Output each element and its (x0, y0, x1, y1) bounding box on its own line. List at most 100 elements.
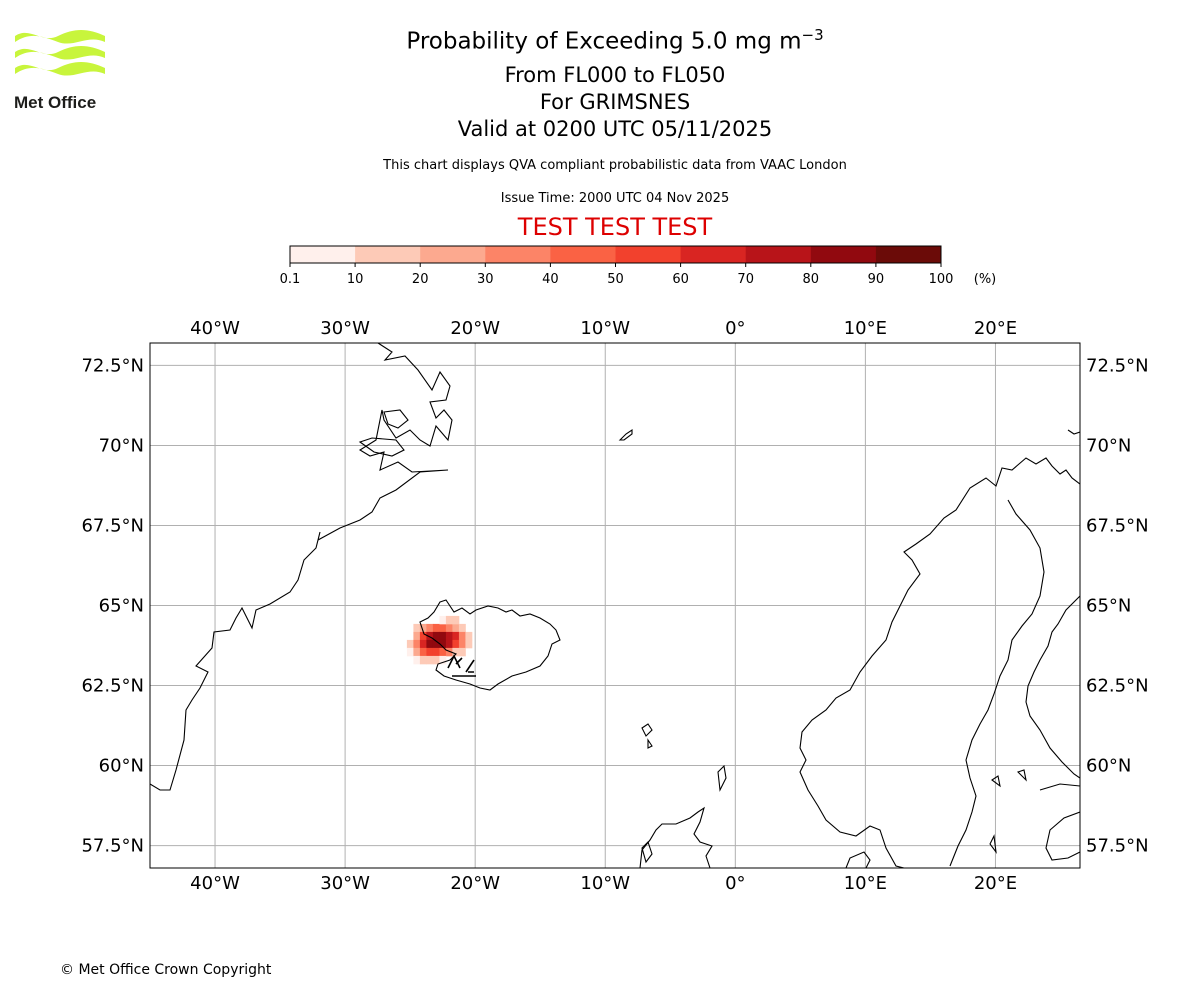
probability-cell (432, 623, 440, 633)
probability-cell (445, 639, 453, 649)
probability-cell (419, 647, 427, 657)
coastlines (150, 343, 1080, 868)
colorbar-unit-label: (%) (974, 272, 997, 287)
lat-label-right: 67.5°N (1086, 515, 1149, 536)
coastline-svalbard-edge (1067, 429, 1080, 435)
coastline-greenland (150, 343, 453, 791)
probability-cell (413, 623, 421, 633)
colorbar-segment (485, 246, 551, 263)
lon-label-top: 30°W (320, 318, 370, 339)
probability-cell (426, 639, 434, 649)
probability-cell (445, 631, 453, 641)
colorbar-segment (875, 246, 942, 263)
probability-cell (432, 655, 440, 665)
coastline-greenland-fjord (383, 409, 409, 429)
probability-cell (445, 647, 453, 657)
lat-label-left: 60°N (99, 756, 144, 777)
title-unit-exponent: −3 (801, 26, 824, 44)
colorbar-legend: 0.1 10 20 30 40 50 60 70 80 90 100 (%) (280, 245, 997, 287)
title-volcano: For GRIMSNES (539, 90, 691, 114)
lon-label-bottom: 10°W (580, 873, 630, 894)
lon-label-top: 40°W (190, 318, 240, 339)
coastline-shetland (717, 764, 727, 792)
coastline-scotland (639, 806, 713, 868)
colorbar-segment (615, 246, 682, 263)
colorbar-segment (290, 246, 356, 263)
lat-label-right: 70°N (1086, 435, 1131, 456)
lon-label-bottom: 10°E (844, 873, 887, 894)
met-office-logo-waves-icon: Met Office (14, 30, 105, 112)
colorbar-tick-label: 60 (672, 272, 689, 287)
coastline-scandinavia (799, 457, 1080, 868)
volcano-marker-icon (447, 654, 476, 677)
colorbar-segment (420, 246, 486, 263)
probability-cell (452, 631, 460, 641)
probability-cell (426, 623, 434, 633)
probability-cell (445, 615, 453, 625)
lat-label-right: 65°N (1086, 596, 1131, 617)
probability-cell (419, 623, 427, 633)
title-main: Probability of Exceeding 5.0 mg m (406, 28, 802, 55)
colorbar-tick-label: 40 (542, 272, 559, 287)
colorbar-segment (550, 246, 616, 263)
probability-cell (439, 623, 447, 633)
probability-cell (426, 631, 434, 641)
probability-cell (406, 639, 414, 649)
lat-label-left: 72.5°N (81, 355, 144, 376)
probability-cell (419, 639, 427, 649)
probability-cell (458, 631, 466, 641)
lon-label-bottom: 40°W (190, 873, 240, 894)
probability-cell (445, 623, 453, 633)
probability-cell (458, 639, 466, 649)
lat-label-left: 57.5°N (81, 836, 144, 857)
probability-cell (439, 615, 447, 625)
probability-cell (465, 631, 473, 641)
probability-cell (413, 655, 421, 665)
lon-label-top: 20°E (974, 318, 1017, 339)
colorbar-tick-label: 30 (477, 272, 494, 287)
probability-cell (426, 655, 434, 665)
colorbar-segment (680, 246, 747, 263)
colorbar-segment (355, 246, 421, 263)
probability-cell (465, 639, 473, 649)
coastline-greenland-fjord-2 (358, 437, 405, 457)
probability-cell (452, 615, 460, 625)
chart-title: Probability of Exceeding 5.0 mg m−3 (0, 26, 1200, 55)
coastline-baltic-states (1045, 811, 1080, 861)
logo-text: Met Office (14, 93, 96, 112)
colorbar-tick-label: 50 (607, 272, 624, 287)
met-office-logo: Met Office (12, 28, 112, 118)
lat-label-right: 62.5°N (1086, 676, 1149, 697)
lon-label-bottom: 0° (725, 873, 745, 894)
lon-label-bottom: 30°W (320, 873, 370, 894)
colorbar-tick-label: 10 (347, 272, 364, 287)
colorbar-tick-label: 80 (803, 272, 820, 287)
probability-cell (413, 639, 421, 649)
lat-label-right: 57.5°N (1086, 836, 1149, 857)
coastline-sweden-east (949, 499, 1045, 867)
colorbar-segment (745, 246, 812, 263)
colorbar-tick-label: 20 (412, 272, 429, 287)
lon-label-top: 10°E (844, 318, 887, 339)
map-frame (149, 342, 1081, 869)
issue-time: Issue Time: 2000 UTC 04 Nov 2025 (500, 191, 730, 206)
probability-cell (439, 639, 447, 649)
title-flight-levels: From FL000 to FL050 (504, 63, 726, 87)
probability-cell (452, 623, 460, 633)
lat-label-left: 65°N (99, 596, 144, 617)
copyright-notice: © Met Office Crown Copyright (60, 962, 272, 978)
coastline-denmark (845, 851, 871, 868)
probability-cell (432, 631, 440, 641)
test-banner: TEST TEST TEST (517, 213, 713, 241)
coastline-faroes (641, 723, 653, 749)
coastline-gotland (989, 834, 997, 854)
title-valid-time: Valid at 0200 UTC 05/11/2025 (457, 117, 773, 141)
probability-cell (432, 639, 440, 649)
probability-cell (439, 655, 447, 665)
probability-cell (458, 647, 466, 657)
lon-label-top: 20°W (450, 318, 500, 339)
lat-label-left: 62.5°N (81, 676, 144, 697)
probability-cell (452, 639, 460, 649)
probability-cell (413, 647, 421, 657)
